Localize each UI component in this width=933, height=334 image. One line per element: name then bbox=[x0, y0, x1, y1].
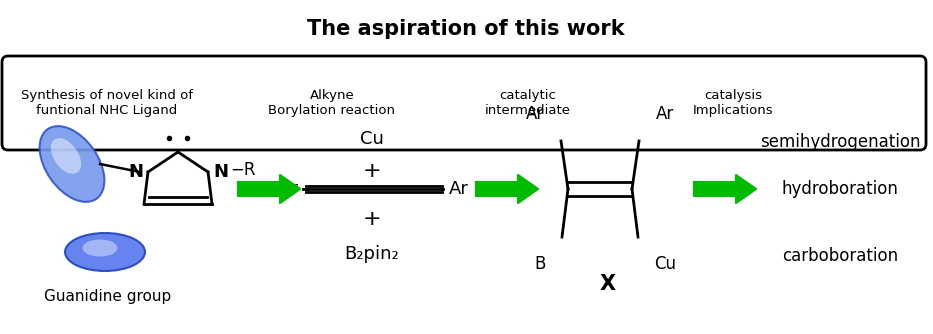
Ellipse shape bbox=[65, 233, 145, 271]
Text: N: N bbox=[213, 163, 228, 181]
Text: Cu: Cu bbox=[360, 130, 384, 148]
Text: Synthesis of novel kind of
funtional NHC Ligand: Synthesis of novel kind of funtional NHC… bbox=[21, 89, 193, 117]
Polygon shape bbox=[238, 175, 300, 203]
Ellipse shape bbox=[39, 126, 104, 202]
Text: −R: −R bbox=[230, 161, 256, 179]
Text: B₂pin₂: B₂pin₂ bbox=[344, 245, 399, 263]
Ellipse shape bbox=[82, 239, 118, 257]
Text: Ar: Ar bbox=[656, 105, 675, 123]
Text: +: + bbox=[363, 209, 382, 229]
Text: carboboration: carboboration bbox=[782, 247, 898, 265]
Text: X: X bbox=[600, 274, 616, 294]
Text: hydroboration: hydroboration bbox=[782, 180, 898, 198]
Text: catalytic
intermediate: catalytic intermediate bbox=[485, 89, 571, 117]
Text: Ar: Ar bbox=[449, 180, 469, 198]
Text: Ar: Ar bbox=[526, 105, 544, 123]
Text: N: N bbox=[128, 163, 143, 181]
Text: +: + bbox=[363, 161, 382, 181]
Text: Guanidine group: Guanidine group bbox=[45, 289, 172, 304]
Polygon shape bbox=[694, 175, 756, 203]
Text: Cu: Cu bbox=[654, 255, 676, 273]
Text: Alkyne
Borylation reaction: Alkyne Borylation reaction bbox=[269, 89, 396, 117]
FancyBboxPatch shape bbox=[2, 56, 926, 150]
Ellipse shape bbox=[51, 138, 81, 174]
Text: semihydrogenation: semihydrogenation bbox=[759, 133, 920, 151]
Text: B: B bbox=[535, 255, 546, 273]
Text: The aspiration of this work: The aspiration of this work bbox=[307, 19, 625, 39]
Text: Ar: Ar bbox=[279, 180, 299, 198]
Polygon shape bbox=[476, 175, 538, 203]
Text: catalysis
Implications: catalysis Implications bbox=[692, 89, 773, 117]
